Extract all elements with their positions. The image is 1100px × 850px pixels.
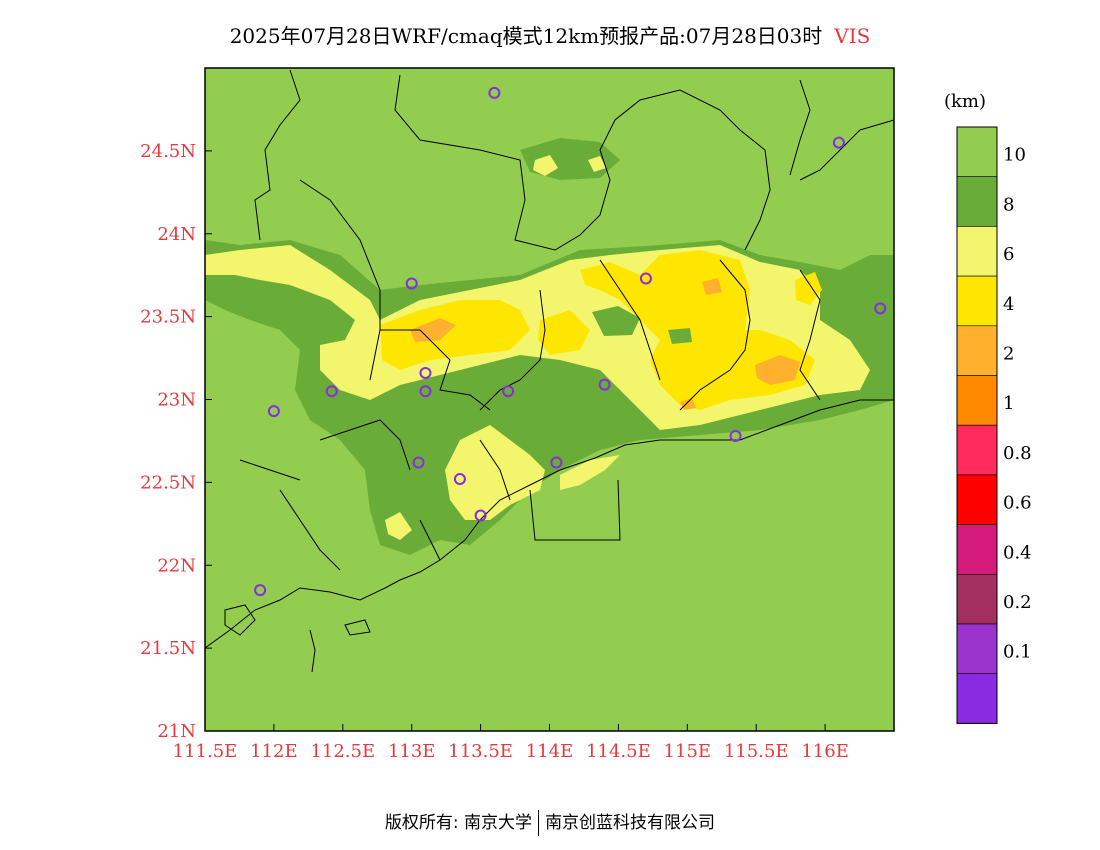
legend-label: 0.4 (1003, 542, 1032, 563)
station-marker (832, 136, 845, 149)
island-coast (224, 604, 371, 673)
station-markers (254, 86, 887, 597)
lon-tick-label: 113E (388, 741, 436, 762)
longitude-axis: 111.5E 112E 112.5E 113E 113.5E 114E 114.5E 115E… (173, 724, 849, 762)
legend-swatch (956, 673, 998, 724)
legend-swatch (956, 325, 998, 376)
legend-swatch (956, 176, 998, 227)
field-vis-6-8-south (445, 425, 545, 520)
station-marker (267, 405, 280, 418)
field-vis-8-10-inner (592, 306, 640, 336)
lon-tick-label: 111.5E (173, 741, 238, 762)
lat-tick-label: 21.5N (140, 638, 196, 659)
legend-swatch (956, 573, 998, 625)
station-marker (453, 473, 466, 486)
legend-label: 1 (1003, 393, 1014, 414)
field-vis-4-6-ne (795, 272, 822, 305)
legend-label: 0.1 (1003, 642, 1032, 663)
field-vis-4-6-central (538, 310, 590, 355)
map-title: 2025年07月28日WRF/cmaq模式12km预报产品:07月28日03时 V… (0, 20, 1100, 49)
field-vis-2-4-b (755, 355, 800, 385)
province-boundary-north (254, 69, 894, 251)
station-marker (412, 456, 425, 469)
station-marker (639, 272, 652, 285)
lon-tick-label: 115.5E (724, 741, 789, 762)
lon-tick-label: 114E (526, 741, 574, 762)
legend-swatch (956, 424, 998, 476)
legend-swatch (956, 226, 998, 277)
station-marker (502, 385, 515, 398)
legend-swatch (956, 474, 998, 525)
lon-tick-label: 116E (801, 741, 849, 762)
field-vis-6-8-sw (385, 512, 412, 540)
legend-swatch (956, 126, 998, 178)
station-marker (474, 509, 487, 522)
legend-label: 0.8 (1003, 443, 1032, 464)
station-marker (550, 456, 563, 469)
legend-label: 0.6 (1003, 493, 1032, 514)
field-vis-6-8-coast (560, 455, 620, 490)
footer-company: 南京创蓝科技有限公司 (545, 813, 716, 833)
legend-label: 4 (1003, 294, 1014, 315)
lon-tick-label: 115E (664, 741, 712, 762)
map-area (204, 67, 895, 732)
station-marker (405, 277, 418, 290)
lat-tick-label: 23N (157, 390, 196, 411)
lon-tick-label: 112E (250, 741, 298, 762)
station-marker (488, 86, 501, 99)
latitude-axis: 24.5N 24N 23.5N 23N 22.5N 22N 21.5N 21N (140, 141, 212, 742)
visibility-legend: (km) 10 8 6 4 2 1 0.8 0.6 0.4 0.2 0.1 (944, 91, 1032, 724)
station-marker (598, 378, 611, 391)
legend-swatch (956, 275, 998, 327)
legend-swatch (956, 623, 998, 675)
station-marker (325, 385, 338, 398)
field-vis-2-4-d (680, 398, 696, 410)
footer: 版权所有: 南京大学 南京创蓝科技有限公司 (0, 808, 1100, 836)
legend-label: 8 (1003, 194, 1014, 215)
station-marker (874, 302, 887, 315)
lat-tick-label: 23.5N (140, 307, 196, 328)
title-variable: VIS (834, 24, 871, 48)
lat-tick-label: 21N (157, 721, 196, 742)
legend-label: 2 (1003, 344, 1014, 365)
lat-tick-label: 22N (157, 555, 196, 576)
legend-unit: (km) (944, 91, 986, 112)
lon-tick-label: 112.5E (310, 741, 375, 762)
station-marker (254, 584, 267, 597)
lat-tick-label: 24.5N (140, 141, 196, 162)
city-boundaries (239, 179, 821, 571)
station-marker (419, 385, 432, 398)
field-vis-2-4-a (410, 318, 456, 342)
station-marker (419, 366, 432, 379)
legend-label: 0.2 (1003, 592, 1032, 613)
legend-frame (956, 126, 998, 724)
field-vis-6-8-n2 (588, 156, 606, 172)
lon-tick-label: 113.5E (448, 741, 513, 762)
station-marker (729, 429, 742, 442)
lat-tick-label: 22.5N (140, 472, 196, 493)
boundary-lines (205, 69, 894, 673)
lon-tick-label: 114.5E (586, 741, 651, 762)
field-vis-2-4-c (702, 278, 722, 295)
legend-swatch (956, 375, 998, 426)
field-vis-4-6-west (380, 300, 530, 370)
title-product: 2025年07月28日WRF/cmaq模式12km预报产品:07月28日03时 (229, 24, 823, 48)
legend-label: 10 (1003, 145, 1026, 166)
legend-swatch (956, 524, 998, 575)
lat-tick-label: 24N (157, 224, 196, 245)
field-vis-6-8-n1 (533, 155, 558, 176)
visibility-fields (205, 69, 894, 673)
field-vis-8-10-inner2 (668, 328, 692, 344)
legend-label: 6 (1003, 244, 1014, 265)
footer-separator (538, 810, 540, 836)
footer-copyright: 版权所有: 南京大学 (384, 813, 533, 833)
